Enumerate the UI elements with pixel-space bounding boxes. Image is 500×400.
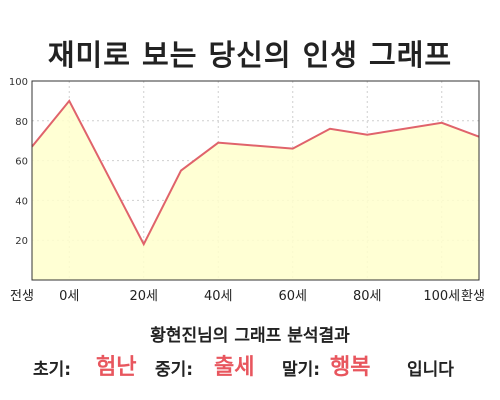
x-tick-label: 40세 — [204, 289, 233, 304]
plot-frame — [31, 80, 480, 281]
late-value: 행복 — [330, 355, 371, 380]
middle-value: 출세 — [214, 355, 255, 380]
x-tick-label: 20세 — [129, 289, 158, 304]
x-tick-label: 80세 — [353, 289, 382, 304]
x-tick-label: 전생 — [10, 289, 34, 304]
x-tick-label: 100세 — [423, 289, 460, 304]
early-label: 초기: — [33, 360, 72, 380]
x-axis: 전생 0세 20세 40세 60세 80세 100세 환생 — [10, 289, 485, 304]
y-tick-label: 20 — [15, 236, 28, 247]
analysis-subtitle: 황현진님의 그래프 분석결과 — [150, 326, 350, 346]
y-tick-label: 40 — [15, 196, 28, 207]
middle-label: 중기: — [155, 360, 194, 380]
y-axis: 20 40 60 80 100 — [9, 77, 28, 247]
ending-text: 입니다 — [407, 360, 454, 380]
x-tick-label: 60세 — [278, 289, 307, 304]
y-tick-label: 100 — [9, 77, 28, 88]
y-tick-label: 60 — [15, 157, 28, 168]
series-line — [31, 99, 480, 247]
x-tick-label: 0세 — [59, 289, 79, 304]
late-label: 말기: — [282, 360, 321, 380]
early-value: 험난 — [96, 355, 137, 380]
chart-title: 재미로 보는 당신의 인생 그래프 — [47, 38, 453, 72]
area-fill — [32, 100, 479, 281]
y-tick-label: 80 — [15, 117, 28, 128]
x-tick-label: 환생 — [461, 289, 485, 304]
life-graph-chart: 20 40 60 80 100 전생 0세 20세 40세 60세 80세 100세 환생 — [9, 77, 485, 304]
analysis-summary: 초기: 험난 중기: 출세 말기: 행복 입니다 — [0, 348, 500, 380]
